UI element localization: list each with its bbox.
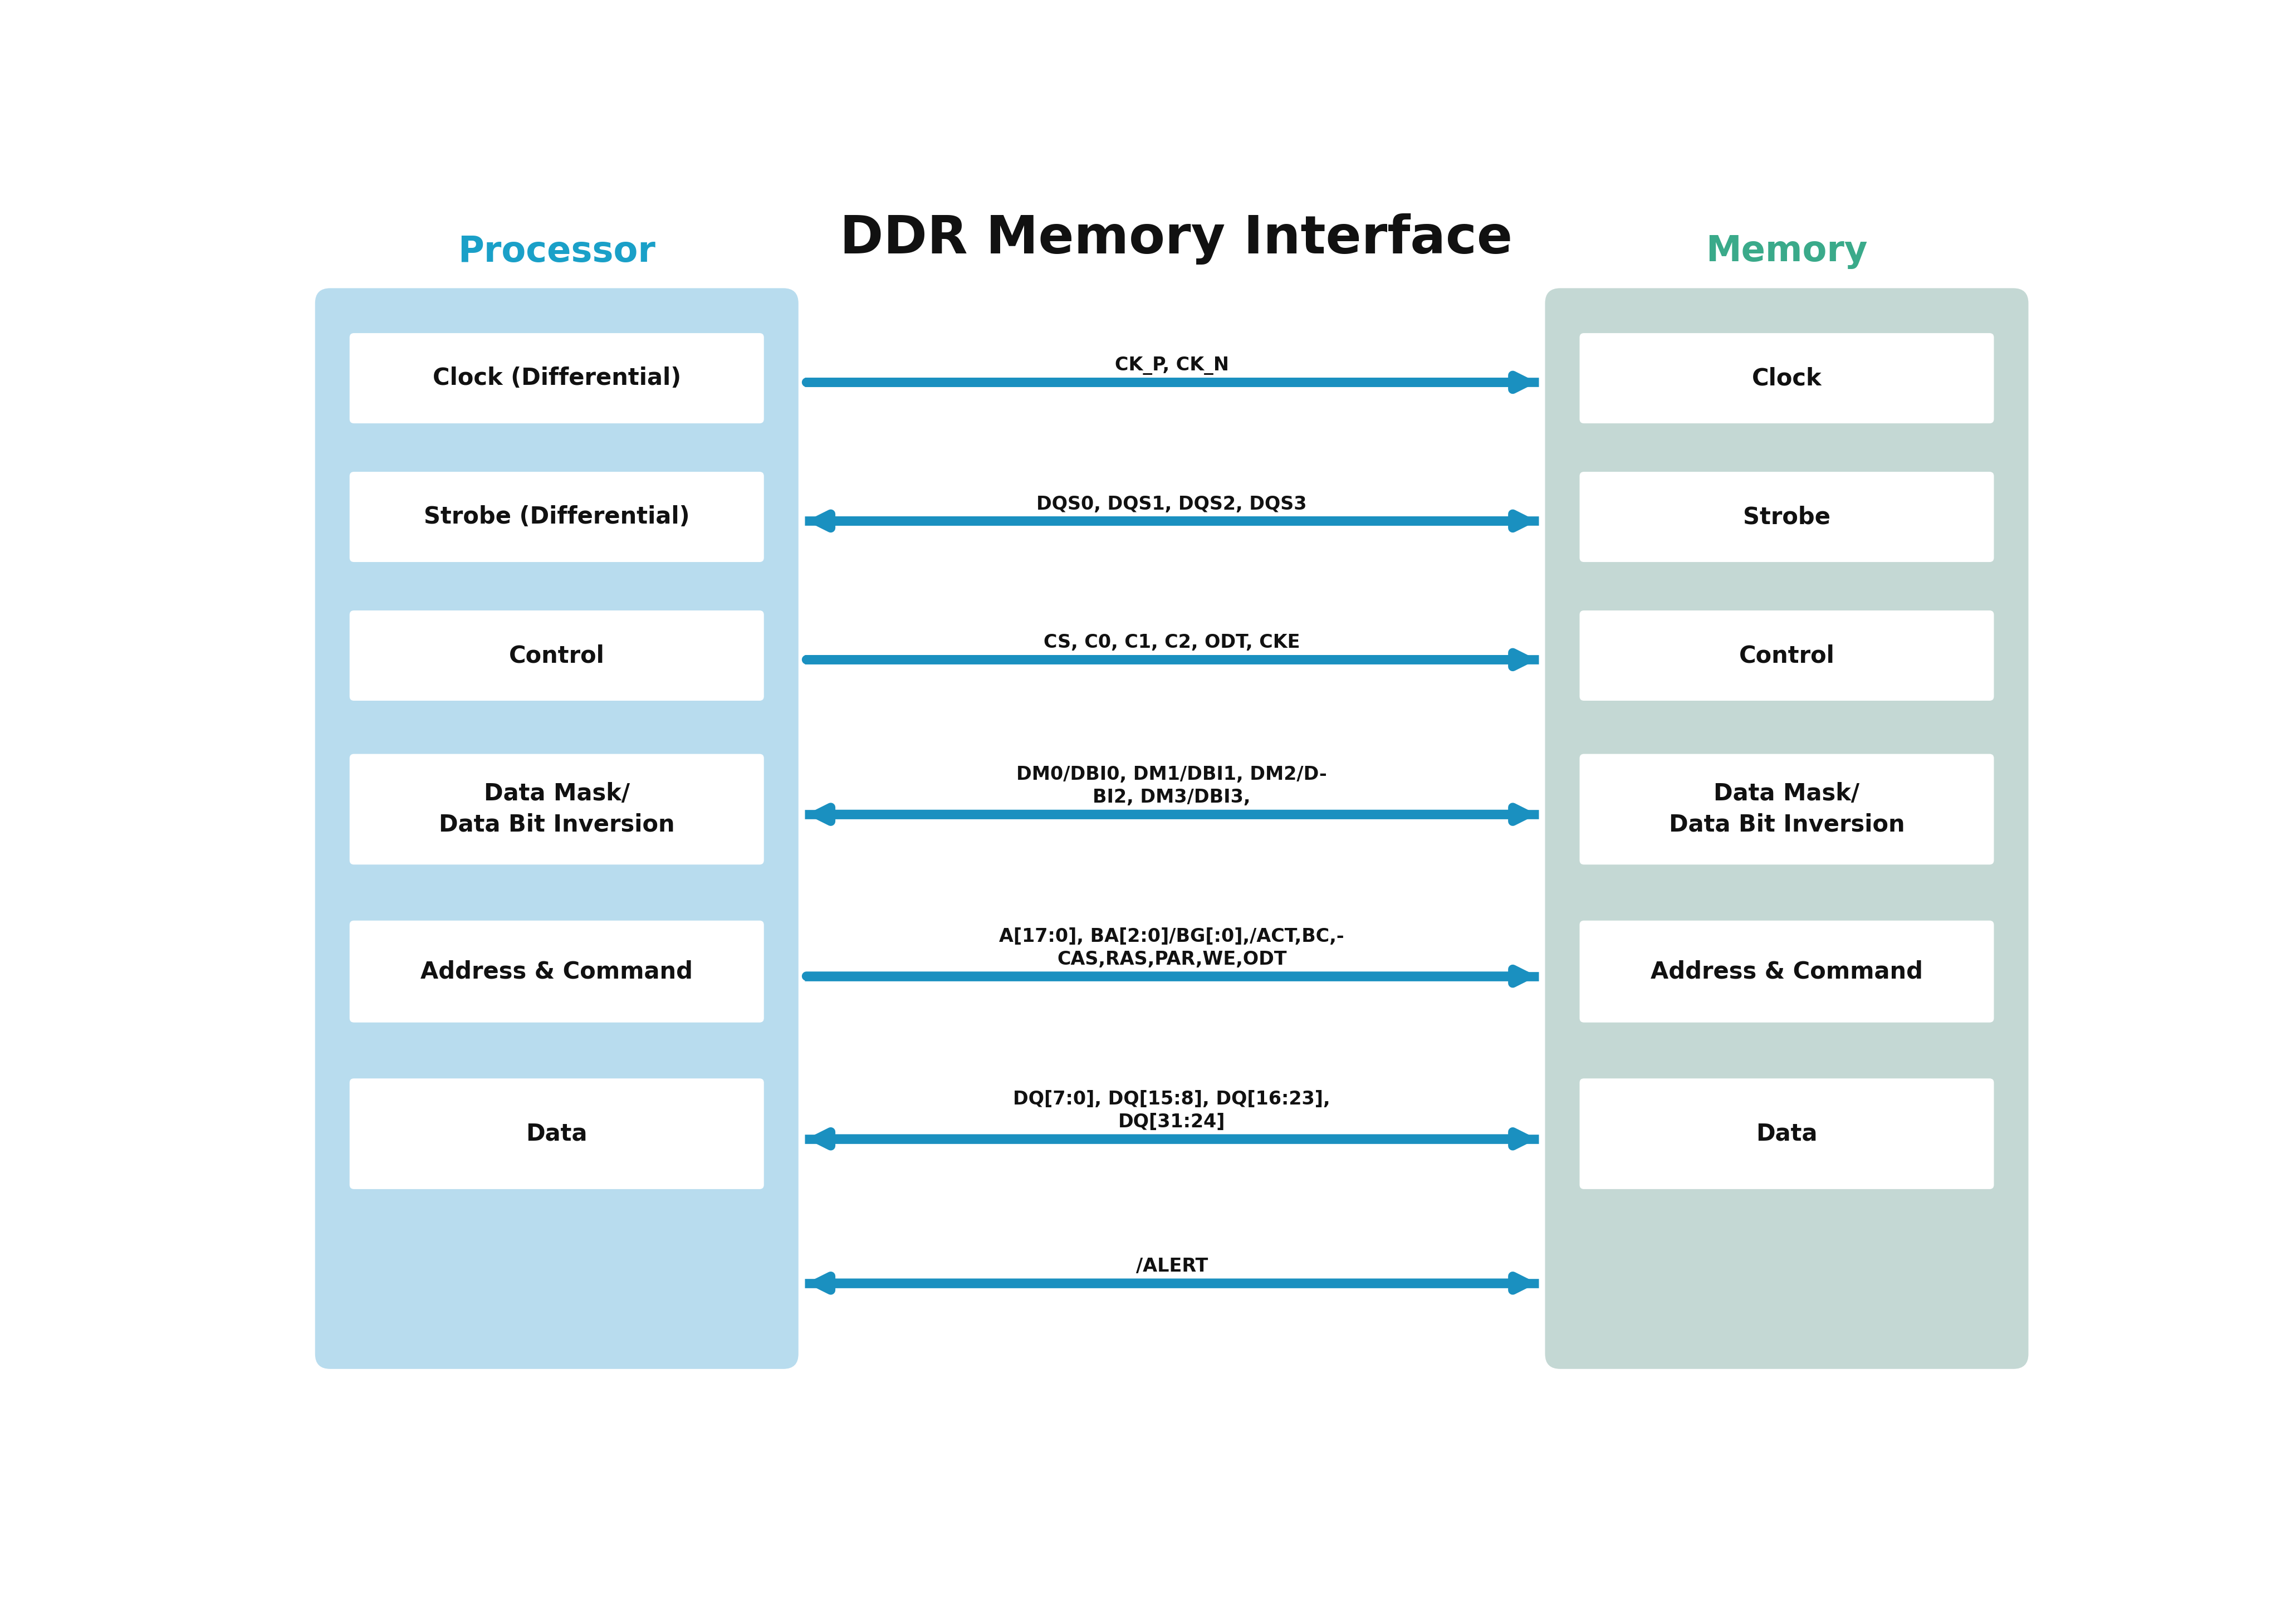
FancyBboxPatch shape [1580,920,1993,1023]
Text: Strobe: Strobe [1743,505,1830,529]
FancyBboxPatch shape [349,471,765,563]
Text: DDR Memory Interface: DDR Memory Interface [840,214,1513,264]
Text: CS, C0, C1, C2, ODT, CKE: CS, C0, C1, C2, ODT, CKE [1042,634,1300,651]
Text: Memory: Memory [1706,235,1867,269]
FancyBboxPatch shape [1545,288,2027,1368]
FancyBboxPatch shape [349,920,765,1023]
Text: Control: Control [1738,643,1835,667]
FancyBboxPatch shape [1580,754,1993,865]
Text: Clock (Differential): Clock (Differential) [432,367,682,389]
Text: Address & Command: Address & Command [420,960,693,982]
Text: Address & Command: Address & Command [1651,960,1922,982]
FancyBboxPatch shape [349,1079,765,1188]
Text: DQ[7:0], DQ[15:8], DQ[16:23],
DQ[31:24]: DQ[7:0], DQ[15:8], DQ[16:23], DQ[31:24] [1013,1090,1329,1130]
Text: /ALERT: /ALERT [1137,1257,1208,1275]
Text: CK_P, CK_N: CK_P, CK_N [1114,357,1228,375]
Text: A[17:0], BA[2:0]/BG[:0],/ACT,BC,-
CAS,RAS,PAR,WE,ODT: A[17:0], BA[2:0]/BG[:0],/ACT,BC,- CAS,RA… [999,928,1343,968]
Text: DM0/DBI0, DM1/DBI1, DM2/D-
BI2, DM3/DBI3,: DM0/DBI0, DM1/DBI1, DM2/D- BI2, DM3/DBI3… [1017,765,1327,807]
FancyBboxPatch shape [349,754,765,865]
Text: Data Mask/
Data Bit Inversion: Data Mask/ Data Bit Inversion [1669,781,1906,836]
FancyBboxPatch shape [1580,471,1993,563]
FancyBboxPatch shape [1580,333,1993,423]
Text: Data: Data [1756,1122,1818,1145]
FancyBboxPatch shape [349,333,765,423]
FancyBboxPatch shape [1580,611,1993,701]
FancyBboxPatch shape [315,288,799,1368]
Text: Data: Data [526,1122,588,1145]
Text: Clock: Clock [1752,367,1821,389]
Text: DQS0, DQS1, DQS2, DQS3: DQS0, DQS1, DQS2, DQS3 [1035,495,1306,513]
Text: Data Mask/
Data Bit Inversion: Data Mask/ Data Bit Inversion [439,781,675,836]
Text: Control: Control [510,643,604,667]
FancyBboxPatch shape [349,611,765,701]
Text: Strobe (Differential): Strobe (Differential) [425,505,689,529]
FancyBboxPatch shape [1580,1079,1993,1188]
Text: Processor: Processor [457,235,657,269]
